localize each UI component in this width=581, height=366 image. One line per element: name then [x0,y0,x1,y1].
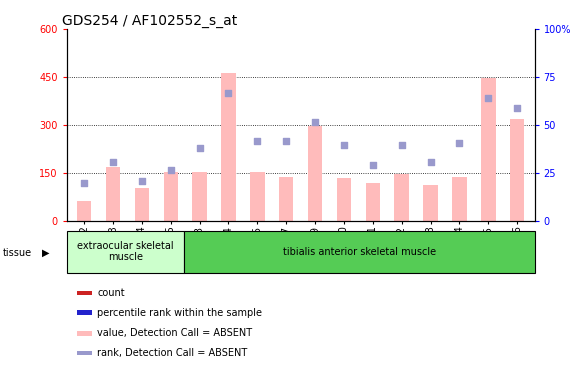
Bar [77,331,92,336]
Text: tibialis anterior skeletal muscle: tibialis anterior skeletal muscle [282,247,436,257]
Point [512,105,522,111]
Bar [77,351,92,355]
Text: percentile rank within the sample: percentile rank within the sample [98,308,263,318]
Point [339,142,349,147]
Text: tissue: tissue [3,247,32,258]
Bar [77,291,92,295]
Bar [337,178,351,221]
Text: ▶: ▶ [42,247,49,258]
Bar [308,126,322,221]
Bar [135,188,149,221]
Point [310,119,320,125]
Bar [452,177,467,221]
Point [253,138,262,144]
Point [80,180,89,186]
Point [282,138,291,144]
Point [166,167,175,173]
Point [397,142,406,147]
Bar [77,201,91,221]
Text: rank, Detection Call = ABSENT: rank, Detection Call = ABSENT [98,348,248,358]
Bar [67,231,184,273]
Bar [481,78,496,221]
Bar [510,119,525,221]
Point [368,163,378,168]
Text: value, Detection Call = ABSENT: value, Detection Call = ABSENT [98,328,253,338]
Bar [192,172,207,221]
Point [455,140,464,146]
Point [426,159,435,165]
Point [137,179,146,184]
Bar [184,231,535,273]
Bar [279,177,293,221]
Bar [77,310,92,315]
Bar [163,172,178,221]
Bar [424,184,438,221]
Bar [106,167,120,221]
Point [224,90,233,96]
Text: extraocular skeletal
muscle: extraocular skeletal muscle [77,241,174,262]
Bar [221,74,236,221]
Bar [394,174,409,221]
Bar [250,172,264,221]
Point [483,95,493,101]
Text: GDS254 / AF102552_s_at: GDS254 / AF102552_s_at [62,14,238,28]
Bar [365,183,380,221]
Point [195,145,205,151]
Text: count: count [98,288,125,298]
Point [109,159,118,165]
